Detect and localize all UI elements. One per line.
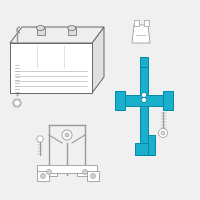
- Polygon shape: [10, 27, 104, 43]
- Ellipse shape: [37, 25, 45, 30]
- Circle shape: [142, 98, 146, 102]
- Bar: [135, 143, 153, 155]
- Bar: [37, 171, 49, 181]
- Circle shape: [46, 170, 52, 174]
- Bar: [148, 135, 155, 155]
- Bar: [68, 28, 76, 35]
- Circle shape: [14, 100, 20, 106]
- Circle shape: [40, 173, 46, 178]
- Bar: [163, 91, 173, 110]
- Polygon shape: [92, 27, 104, 93]
- Bar: [41, 168, 57, 176]
- Bar: [10, 43, 92, 93]
- Bar: [121, 95, 169, 106]
- Bar: [140, 65, 148, 155]
- Bar: [115, 91, 125, 110]
- Circle shape: [90, 173, 96, 178]
- Bar: [144, 20, 149, 26]
- Circle shape: [62, 130, 72, 140]
- Bar: [37, 28, 45, 35]
- Circle shape: [161, 131, 165, 135]
- Circle shape: [65, 133, 69, 137]
- Polygon shape: [132, 25, 150, 43]
- Circle shape: [158, 129, 168, 138]
- Circle shape: [142, 92, 146, 98]
- Circle shape: [83, 170, 88, 174]
- Bar: [134, 20, 139, 26]
- Bar: [87, 171, 99, 181]
- Ellipse shape: [68, 25, 76, 30]
- Bar: [37, 165, 97, 173]
- Bar: [140, 57, 148, 67]
- Bar: [77, 168, 93, 176]
